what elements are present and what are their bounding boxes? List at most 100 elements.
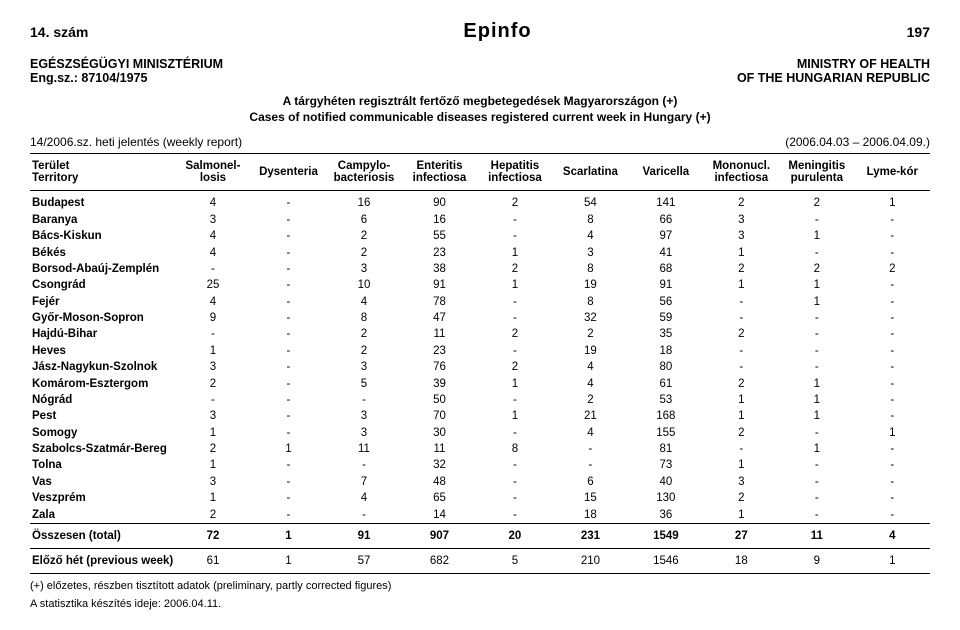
value-cell: 2: [704, 261, 780, 277]
week-range: (2006.04.03 – 2006.04.09.): [785, 135, 930, 149]
value-cell: 1: [175, 424, 250, 440]
table-row: Vas3-748-6403--: [30, 474, 930, 490]
value-cell: -: [779, 326, 855, 342]
value-cell: 4: [175, 228, 250, 244]
value-cell: 1: [779, 441, 855, 457]
value-cell: 1: [704, 392, 780, 408]
value-cell: 59: [628, 310, 703, 326]
territory-name: Zala: [30, 506, 175, 523]
value-cell: -: [251, 424, 327, 440]
value-cell: 1: [779, 293, 855, 309]
value-cell: 40: [628, 474, 703, 490]
value-cell: -: [855, 310, 930, 326]
value-cell: 11: [326, 441, 402, 457]
value-cell: 2: [704, 424, 780, 440]
value-cell: -: [477, 424, 552, 440]
table-row: Zala2--14-18361--: [30, 506, 930, 523]
column-header: Scarlatina: [553, 154, 628, 191]
value-cell: 61: [628, 375, 703, 391]
value-cell: -: [251, 506, 327, 523]
disease-table: TerületTerritorySalmonel-losisDysenteria…: [30, 153, 930, 573]
value-cell: 2: [779, 191, 855, 212]
row-label: Előző hét (previous week): [30, 548, 175, 573]
table-row: Pest3-37012116811-: [30, 408, 930, 424]
value-cell: -: [704, 359, 780, 375]
value-cell: 3: [326, 424, 402, 440]
value-cell: 7: [326, 474, 402, 490]
value-cell: 3: [326, 359, 402, 375]
value-cell: -: [251, 277, 327, 293]
value-cell: 23: [402, 343, 477, 359]
value-cell: 6: [326, 212, 402, 228]
value-cell: 16: [402, 212, 477, 228]
ministry-right: MINISTRY OF HEALTH OF THE HUNGARIAN REPU…: [737, 57, 930, 85]
territory-name: Veszprém: [30, 490, 175, 506]
value-cell: 47: [402, 310, 477, 326]
column-header: Dysenteria: [251, 154, 327, 191]
value-cell: 23: [402, 244, 477, 260]
value-cell: 11: [779, 523, 855, 548]
value-cell: 16: [326, 191, 402, 212]
value-cell: 1549: [628, 523, 703, 548]
value-cell: -: [855, 244, 930, 260]
value-cell: -: [855, 293, 930, 309]
value-cell: 3: [704, 474, 780, 490]
value-cell: 1: [175, 457, 250, 473]
value-cell: 56: [628, 293, 703, 309]
value-cell: 36: [628, 506, 703, 523]
value-cell: 1: [477, 375, 552, 391]
value-cell: -: [477, 310, 552, 326]
value-cell: 210: [553, 548, 628, 573]
row-label: Összesen (total): [30, 523, 175, 548]
value-cell: 1: [704, 408, 780, 424]
column-header: TerületTerritory: [30, 154, 175, 191]
value-cell: 1: [704, 244, 780, 260]
value-cell: 32: [402, 457, 477, 473]
value-cell: -: [855, 474, 930, 490]
week-label: 14/2006.sz. heti jelentés (weekly report…: [30, 135, 242, 149]
value-cell: -: [553, 441, 628, 457]
table-row: Bács-Kiskun4-255-49731-: [30, 228, 930, 244]
territory-name: Bács-Kiskun: [30, 228, 175, 244]
column-header: Enteritisinfectiosa: [402, 154, 477, 191]
value-cell: 8: [477, 441, 552, 457]
value-cell: 91: [402, 277, 477, 293]
value-cell: 1546: [628, 548, 703, 573]
value-cell: 68: [628, 261, 703, 277]
value-cell: 1: [779, 277, 855, 293]
value-cell: 2: [477, 191, 552, 212]
column-header: Salmonel-losis: [175, 154, 250, 191]
value-cell: 76: [402, 359, 477, 375]
value-cell: -: [704, 441, 780, 457]
value-cell: -: [251, 310, 327, 326]
territory-name: Csongrád: [30, 277, 175, 293]
value-cell: -: [175, 326, 250, 342]
value-cell: 2: [477, 359, 552, 375]
value-cell: 20: [477, 523, 552, 548]
value-cell: 1: [251, 523, 327, 548]
value-cell: 5: [477, 548, 552, 573]
territory-name: Pest: [30, 408, 175, 424]
license-number: Eng.sz.: 87104/1975: [30, 71, 223, 85]
value-cell: -: [855, 277, 930, 293]
value-cell: 1: [855, 548, 930, 573]
value-cell: 6: [553, 474, 628, 490]
value-cell: 8: [553, 261, 628, 277]
value-cell: -: [855, 490, 930, 506]
page-number: 197: [907, 24, 930, 40]
territory-name: Jász-Nagykun-Szolnok: [30, 359, 175, 375]
value-cell: -: [251, 490, 327, 506]
value-cell: -: [477, 457, 552, 473]
value-cell: 4: [175, 191, 250, 212]
value-cell: 168: [628, 408, 703, 424]
value-cell: 4: [553, 359, 628, 375]
value-cell: 2: [477, 326, 552, 342]
value-cell: -: [855, 375, 930, 391]
value-cell: -: [477, 212, 552, 228]
column-header: Mononucl.infectiosa: [704, 154, 780, 191]
value-cell: 18: [553, 506, 628, 523]
value-cell: -: [326, 457, 402, 473]
value-cell: 81: [628, 441, 703, 457]
value-cell: 1: [477, 277, 552, 293]
value-cell: 15: [553, 490, 628, 506]
